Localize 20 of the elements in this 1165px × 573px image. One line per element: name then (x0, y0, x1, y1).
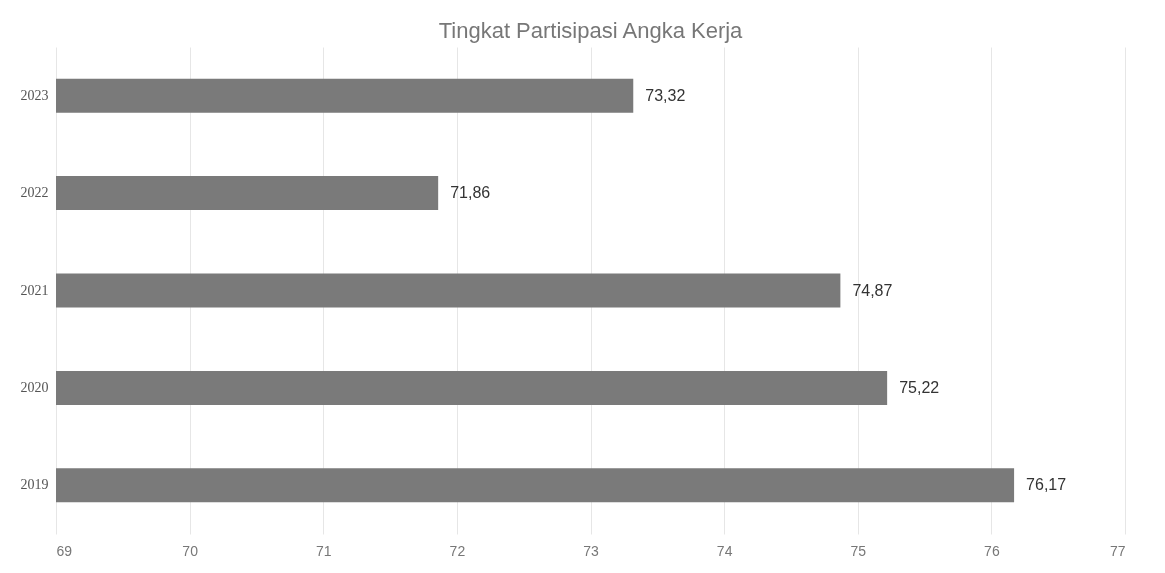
y-tick-label: 2023 (20, 87, 49, 103)
chart-title: Tingkat Partisipasi Angka Kerja (438, 18, 744, 43)
x-tick-label: 69 (56, 542, 73, 559)
data-label: 76,17 (1026, 476, 1067, 494)
data-label: 75,22 (899, 378, 940, 396)
y-tick-label: 2022 (20, 185, 49, 201)
data-label: 73,32 (645, 86, 686, 104)
x-tick-label: 75 (850, 542, 867, 559)
data-label: 71,86 (450, 184, 491, 202)
y-tick-label: 2021 (20, 282, 49, 298)
x-tick-label: 71 (315, 542, 332, 559)
y-tick-label: 2020 (20, 379, 49, 395)
x-tick-label: 77 (1109, 542, 1126, 559)
x-tick-label: 73 (583, 542, 599, 559)
x-tick-label: 70 (182, 542, 199, 559)
x-tick-label: 74 (716, 542, 733, 559)
x-tick-label: 76 (984, 542, 1000, 559)
x-tick-label: 72 (449, 542, 466, 559)
y-tick-label: 2019 (20, 477, 49, 493)
data-label: 74,87 (852, 281, 893, 299)
